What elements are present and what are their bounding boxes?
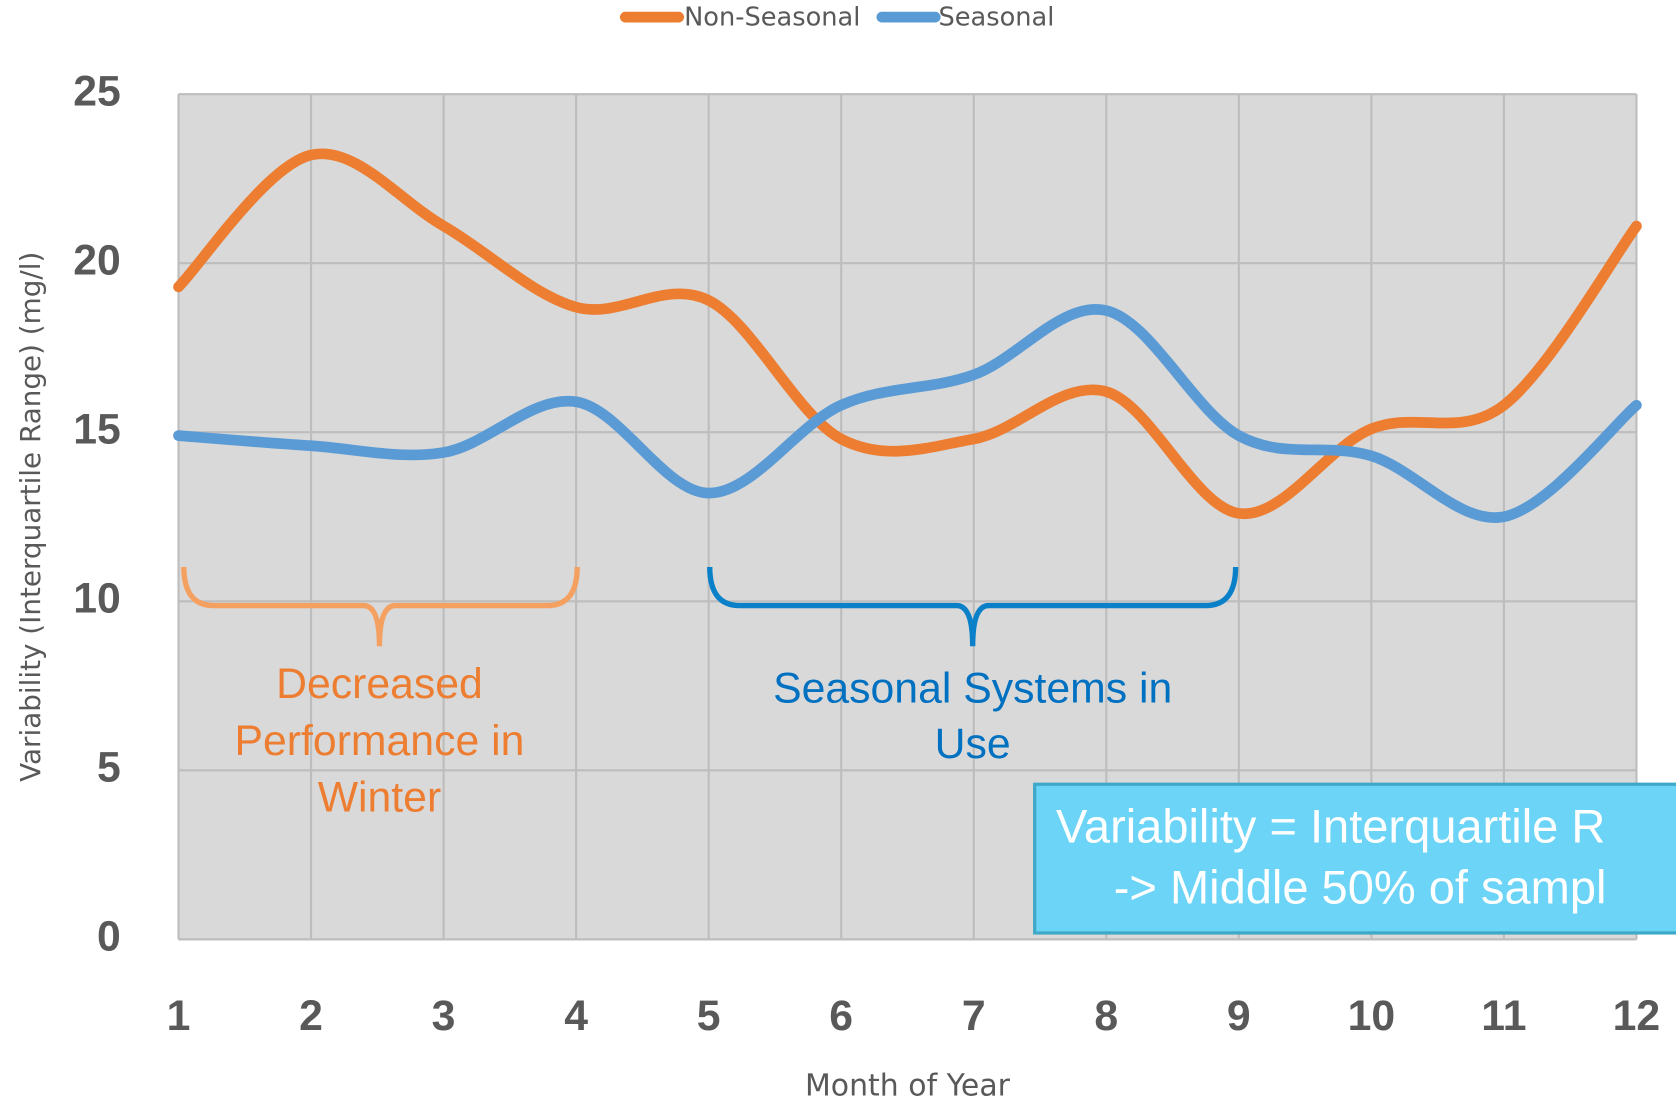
- x-tick-label: 12: [1613, 992, 1661, 1040]
- note-box: [1033, 782, 1676, 935]
- x-tick-label: 11: [1481, 992, 1526, 1040]
- x-tick-label: 1: [167, 992, 191, 1040]
- y-tick-label: 20: [73, 236, 121, 284]
- x-tick-label: 3: [432, 992, 456, 1040]
- x-tick-label: 9: [1227, 992, 1251, 1040]
- series-line: [173, 304, 1642, 523]
- y-tick-label: 5: [97, 744, 121, 792]
- x-tick-label: 4: [564, 992, 588, 1040]
- bracket: [707, 566, 1239, 647]
- annotation: Variability = Interquartile R: [1056, 800, 1605, 853]
- annotation: -> Middle 50% of sampl: [1114, 861, 1607, 914]
- x-tick-label: 8: [1094, 992, 1118, 1040]
- x-tick-label: 7: [962, 992, 986, 1040]
- annotation: Winter: [318, 774, 442, 822]
- annotation: Decreased: [276, 660, 483, 708]
- y-tick-label: 10: [73, 575, 121, 623]
- y-tick-label: 15: [73, 406, 121, 454]
- legend-label: Non-Seasonal: [684, 3, 860, 33]
- y-tick-label: 0: [97, 913, 121, 961]
- x-tick-label: 6: [829, 992, 853, 1040]
- annotation: Performance in: [235, 717, 525, 765]
- y-axis-title: Variability (Interquartile Range) (mg/l): [14, 252, 47, 782]
- legend-label: Seasonal: [938, 3, 1054, 33]
- annotation: Use: [935, 720, 1011, 768]
- annotation: Seasonal Systems in: [773, 664, 1172, 712]
- y-tick-label: 25: [73, 67, 121, 115]
- x-axis-title: Month of Year: [805, 1069, 1011, 1102]
- series-line: [173, 148, 1642, 519]
- bracket: [181, 566, 580, 647]
- x-tick-label: 2: [299, 992, 323, 1040]
- x-tick-label: 5: [697, 992, 721, 1040]
- lines: [173, 148, 1642, 523]
- x-tick-label: 10: [1348, 992, 1396, 1040]
